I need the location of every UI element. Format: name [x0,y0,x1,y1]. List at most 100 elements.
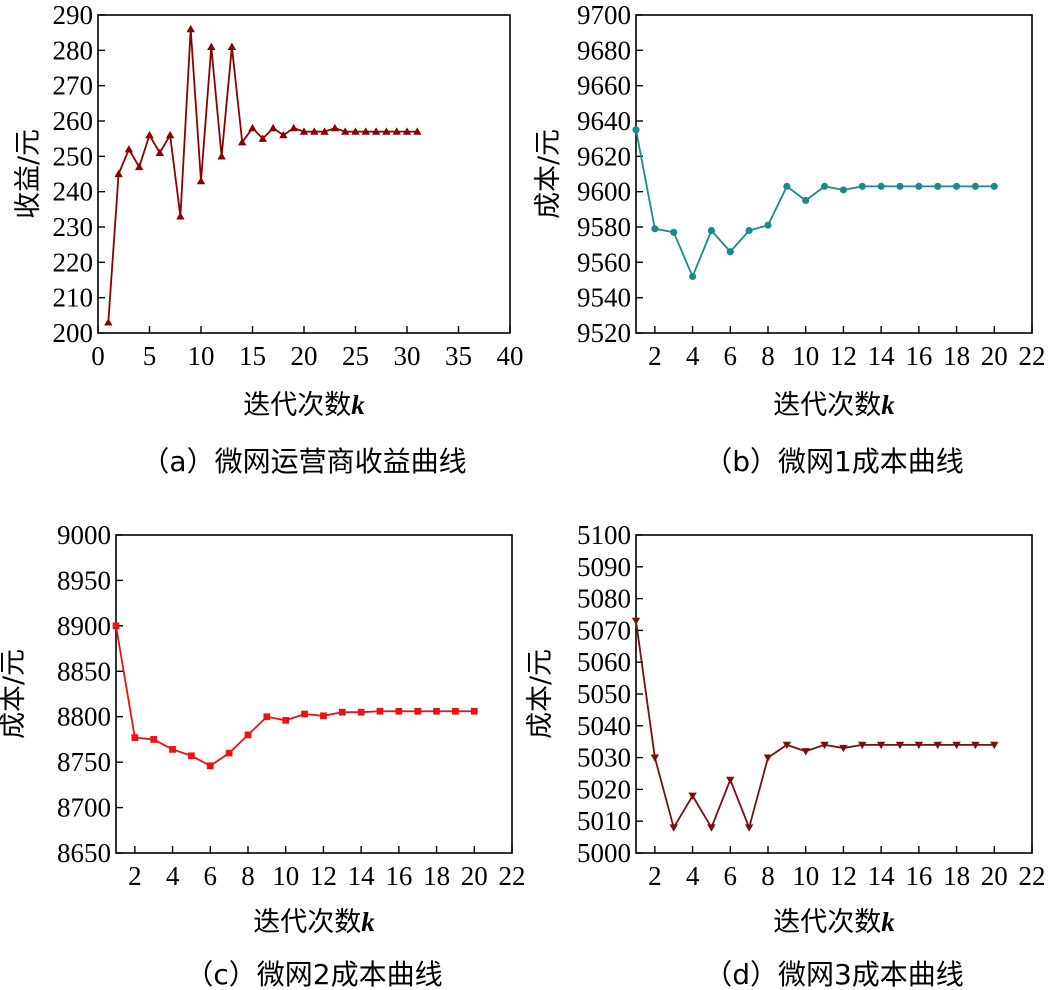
data-point [371,127,381,135]
panel-d: 5000501050205030504050505060507050805090… [525,520,1046,990]
data-point [238,138,247,146]
data-point [176,212,185,220]
plot-frame [97,14,511,334]
x-tick-label: 22 [499,861,526,891]
plot-frame [115,534,513,854]
data-point [689,272,697,281]
data-point [433,707,440,715]
y-tick-label: 9580 [577,212,631,242]
x-tick-label: 6 [724,341,738,371]
panel-caption: （d）微网3成本曲线 [704,958,964,990]
x-tick-label: 6 [204,861,218,891]
data-point [301,710,308,718]
y-tick-label: 5080 [577,584,631,614]
data-point [707,824,716,832]
x-tick-label: 22 [1019,341,1046,371]
data-point [631,617,641,626]
x-tick-label: 20 [461,861,488,891]
y-tick-label: 8900 [57,611,111,641]
data-point [258,134,267,142]
data-point [150,736,158,743]
data-point [248,123,257,132]
y-tick-label: 220 [53,247,94,277]
y-tick-label: 9660 [577,71,631,101]
y-axis-ticks: 5000501050205030504050505060507050805090… [577,520,643,868]
data-series [632,126,998,281]
x-tick-label: 2 [648,341,662,371]
data-point [952,741,961,750]
x-axis-label-variable: k [361,907,375,937]
y-tick-label: 260 [53,106,94,136]
series-line [107,28,418,323]
data-point [896,182,904,190]
y-axis-label: 成本/元 [533,129,564,219]
data-point [745,226,753,235]
y-tick-label: 8950 [57,565,111,595]
data-point [726,248,734,256]
x-axis-label-variable: k [351,390,365,420]
y-tick-label: 290 [53,0,94,30]
data-point [915,182,923,190]
x-axis-label-text: 迭代次数 [243,390,351,421]
x-tick-label: 4 [686,861,700,891]
x-tick-label: 2 [648,861,662,891]
data-point [357,708,365,716]
x-axis-label: 迭代次数k [253,907,375,938]
data-point [299,127,309,135]
data-point [821,182,829,190]
y-tick-label: 9000 [57,520,111,550]
data-point [206,762,214,770]
data-point [858,741,867,750]
data-point [651,225,659,233]
plot-frame [635,14,1033,334]
panel-caption: （a）微网运营商收益曲线 [141,445,466,478]
x-tick-label: 10 [792,861,819,891]
y-tick-label: 280 [53,35,94,65]
data-point [320,127,329,135]
y-tick-label: 5040 [577,711,631,741]
x-tick-label: 18 [943,341,970,371]
y-tick-label: 8700 [57,793,111,823]
x-tick-label: 10 [272,861,299,891]
x-axis-label: 迭代次数k [773,907,895,938]
x-tick-label: 16 [905,861,932,891]
x-tick-label: 12 [830,861,857,891]
data-point [990,741,999,750]
x-tick-label: 4 [166,861,180,891]
data-point [225,749,233,757]
data-point [186,24,195,33]
data-point [338,708,346,716]
data-point [217,152,226,160]
data-point [858,182,866,190]
y-tick-label: 9540 [577,283,631,313]
data-point [104,318,113,326]
x-tick-label: 4 [686,341,700,371]
x-tick-label: 18 [943,861,970,891]
x-tick-label: 25 [342,341,369,371]
data-point [402,127,412,135]
data-point [351,127,360,135]
data-point [112,622,120,630]
data-point [268,123,278,132]
x-tick-label: 22 [1019,861,1046,891]
data-point [877,182,885,190]
data-point [801,748,810,756]
data-point [382,127,391,135]
x-tick-label: 10 [792,341,819,371]
data-point [279,130,288,139]
data-point [895,741,905,750]
y-tick-label: 5090 [577,552,631,582]
panel-c: 8650 8700 8750 8800 8850 8900 8950 9000 2 4 6 8 10 1… [0,520,526,990]
x-axis-label-text: 迭代次数 [773,907,881,938]
y-tick-label: 270 [53,71,94,101]
y-tick-label: 5060 [577,647,631,677]
data-point [934,182,942,190]
y-tick-label: 5010 [577,806,631,836]
data-point [376,707,384,715]
x-tick-label: 40 [497,341,524,371]
x-axis-ticks: 2 4 6 8 10 12 14 16 18 20 22 [128,846,526,891]
y-tick-label: 240 [53,177,94,207]
data-point [414,707,422,715]
data-point [802,196,810,205]
